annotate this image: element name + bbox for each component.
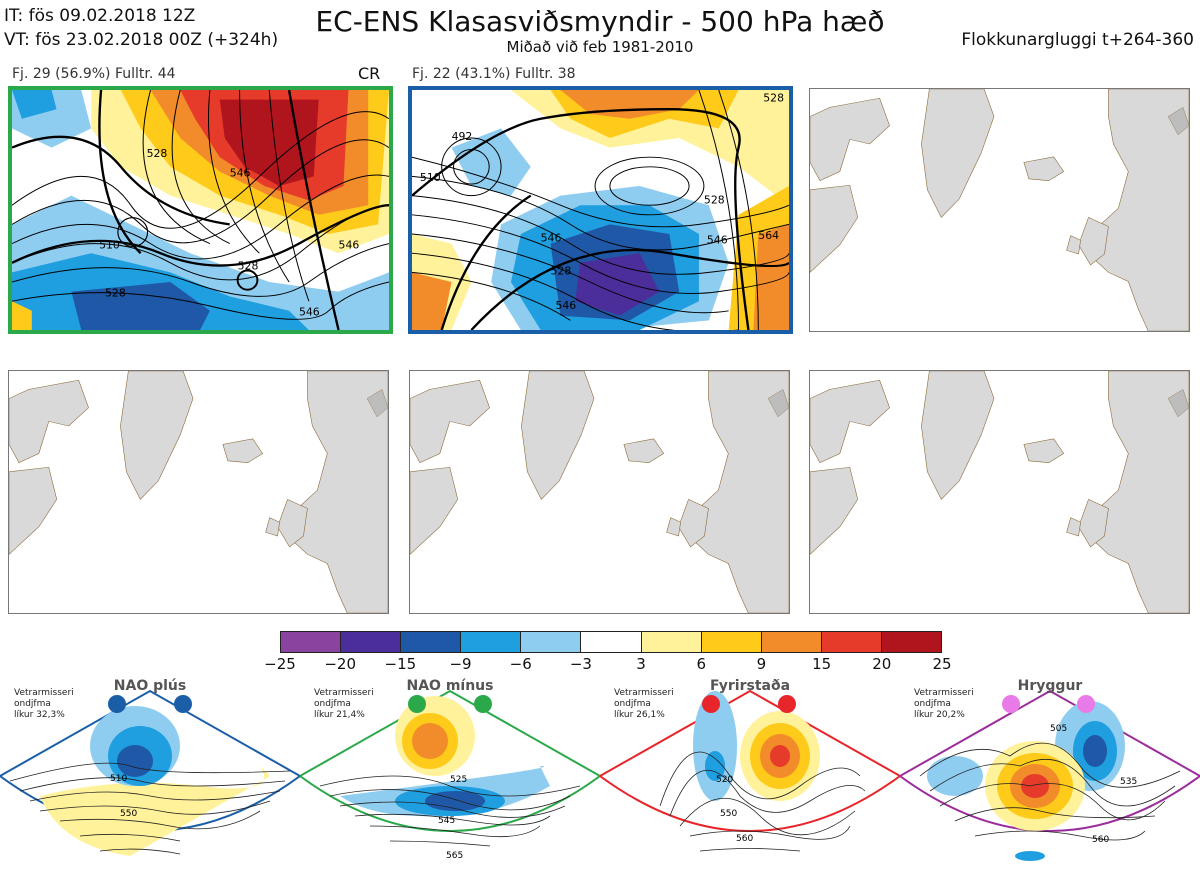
colorbar-swatch [281,632,342,652]
classification-window: Flokkunargluggi t+264-360 [961,30,1194,50]
empty-map-6 [809,370,1190,614]
regime-note: Vetrarmisseri ondjfma líkur 20,2% [914,688,974,720]
contour-label: 546 [230,167,251,180]
panel-1-tag: CR [358,64,381,83]
contour-label: 528 [147,147,168,160]
colorbar-swatch [521,632,582,652]
regime-contour: 560 [1092,835,1109,845]
valid-time: VT: fös 23.02.2018 00Z (+324h) [4,30,279,50]
colorbar-swatch [881,632,942,652]
empty-map-4 [8,370,389,614]
colorbar-tick: −6 [509,655,532,673]
page-title: EC-ENS Klasasviðsmyndir - 500 hPa hæð [315,5,885,38]
colorbar-tick: 6 [696,655,707,673]
empty-map-3 [809,88,1190,332]
contour-label: 546 [555,299,576,312]
contour-label: 528 [704,193,725,206]
regime-title: Hryggur [1017,678,1083,694]
colorbar-tick: 20 [872,655,892,673]
colorbar-swatch [761,632,822,652]
contour-label: 546 [541,232,562,245]
colorbar-swatch [461,632,522,652]
contour-label: 546 [299,306,320,319]
contour-label: 510 [99,239,120,252]
initial-time: IT: fös 09.02.2018 12Z [4,6,196,26]
page-subtitle: Miðað við feb 1981-2010 [506,38,694,56]
colorbar-swatch [581,632,642,652]
contour-label: 528 [551,264,572,277]
colorbar-tick: −20 [324,655,356,673]
regime-title: NAO mínus [406,678,494,694]
colorbar-tick: 3 [636,655,646,673]
regime-contour: 550 [720,809,737,819]
colorbar-tick: −3 [569,655,592,673]
contour-label: 528 [105,287,126,300]
panel-1-label: Fj. 29 (56.9%) Fulltr. 44 [12,66,176,82]
regime-ridge: 505 535 560 Hryggur Vetrarmisseri ondjfma… [898,676,1200,871]
regime-nao-minus: 525 545 565 NAO mínus Vetrarmisseri ondjf… [298,676,602,871]
regime-contour: 505 [1050,724,1067,734]
colorbar [280,631,942,653]
contour-label: 546 [339,239,360,252]
colorbar-tick: 15 [812,655,832,673]
regime-title: Fyrirstaða [709,678,791,694]
colorbar-tick: 25 [932,655,952,673]
regime-note: Vetrarmisseri ondjfma líkur 32,3% [14,688,74,720]
colorbar-swatch [641,632,702,652]
regime-note: Vetrarmisseri ondjfma líkur 21,4% [314,688,374,720]
regime-contour: 520 [716,775,733,785]
regime-blocking: 520 550 560 Fyrirstaða Vetrarmisseri ondj… [598,676,902,871]
regime-contour: 560 [736,834,753,844]
colorbar-tick: −25 [264,655,296,673]
cluster-map-1: 510 528 546 528 546 528 546 [8,86,393,334]
colorbar-swatch [341,632,402,652]
header-info: IT: fös 09.02.2018 12Z VT: fös 23.02.201… [4,4,278,52]
contour-label: 564 [758,229,779,242]
regime-title: NAO plús [113,678,187,694]
contour-label: 510 [420,171,441,184]
regime-contour: 510 [110,774,127,784]
regime-note: Vetrarmisseri ondjfma líkur 26,1% [614,688,674,720]
contour-label: 492 [452,130,473,143]
regime-contour: 525 [450,775,467,785]
colorbar-tick: 9 [756,655,767,673]
contour-label: 546 [707,234,728,247]
regime-contour: 535 [1120,777,1137,787]
colorbar-tick: −9 [449,655,472,673]
contour-label: 528 [763,92,784,105]
colorbar-tick: −15 [384,655,417,673]
regime-contour: 565 [446,851,463,861]
panel-2-label: Fj. 22 (43.1%) Fulltr. 38 [412,66,576,82]
colorbar-swatch [821,632,882,652]
colorbar-swatch [701,632,762,652]
regime-contour: 545 [438,816,455,826]
regime-nao-plus: 510 550 NAO plús Vetrarmisseri ondjfma lík… [0,676,302,871]
contour-label: 528 [238,260,259,273]
empty-map-5 [409,370,790,614]
colorbar-swatch [401,632,462,652]
cluster-map-2: 492 510 528 546 528 546 564 546 528 [408,86,793,334]
regime-contour: 550 [120,809,137,819]
